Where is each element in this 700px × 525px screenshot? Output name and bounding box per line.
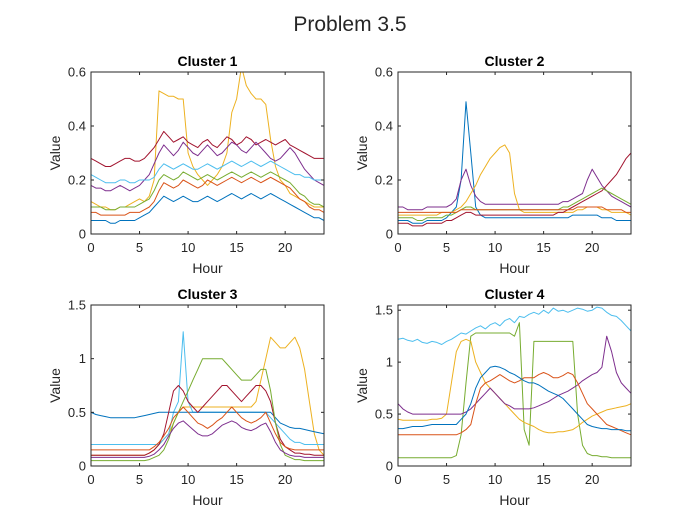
series-line-2 [91, 130, 324, 167]
x-tick-label: 15 [229, 240, 243, 255]
y-tick-label: 1 [79, 351, 86, 366]
x-tick-label: 0 [394, 472, 401, 487]
x-tick-label: 20 [585, 472, 599, 487]
y-tick-label: 0 [386, 227, 393, 242]
y-tick-label: 0.2 [68, 173, 86, 188]
y-axis-label: Value [354, 368, 370, 403]
cluster-1-panel: 0 5 10 15 20 0 0.2 0.4 0.6 Cluster 1 Hour Value [47, 53, 325, 276]
plot-area [398, 305, 631, 466]
x-tick-label: 20 [278, 472, 292, 487]
y-tick-label: 0.5 [375, 407, 393, 422]
series-line-5 [91, 176, 324, 216]
x-axis-label: Hour [192, 492, 223, 508]
x-tick-label: 10 [488, 240, 502, 255]
x-tick-label: 20 [585, 240, 599, 255]
series-line-2 [398, 168, 631, 211]
series-group [91, 331, 324, 462]
series-line-4 [398, 152, 631, 227]
y-tick-label: 0.4 [68, 119, 86, 134]
axes-box [397, 304, 632, 467]
cluster-3-panel: 0 5 10 15 20 0 0.5 1 1.5 Cluster 3 Hour Value [47, 286, 325, 508]
x-tick-label: 0 [394, 240, 401, 255]
x-tick-label: 10 [181, 240, 195, 255]
y-tick-label: 0 [386, 459, 393, 474]
series-line-6 [91, 406, 324, 451]
x-tick-label: 0 [87, 240, 94, 255]
y-axis-label: Value [354, 135, 370, 170]
series-line-3 [91, 411, 324, 435]
axes-box [397, 71, 632, 235]
cluster-2-title: Cluster 2 [485, 53, 545, 69]
x-tick-label: 10 [181, 472, 195, 487]
y-tick-label: 1 [386, 355, 393, 370]
series-line-7 [91, 420, 324, 458]
series-line-1 [398, 306, 631, 345]
series-line-4 [91, 193, 324, 224]
series-line-1 [398, 101, 631, 224]
y-axis-label: Value [47, 135, 63, 170]
axes-box [90, 71, 325, 235]
x-tick-label: 15 [536, 472, 550, 487]
y-axis-label: Value [47, 368, 63, 403]
cluster-2-panel: 0 5 10 15 20 0 0.2 0.4 0.6 Cluster 2 Hour Value [354, 53, 632, 276]
series-group [91, 72, 324, 224]
plot-area [91, 305, 324, 466]
series-line-3 [398, 338, 631, 434]
x-axis-label: Hour [499, 260, 530, 276]
x-tick-label: 5 [443, 240, 450, 255]
x-tick-label: 5 [136, 472, 143, 487]
x-tick-label: 5 [443, 472, 450, 487]
x-tick-label: 0 [87, 472, 94, 487]
y-tick-label: 0 [79, 227, 86, 242]
y-tick-label: 0.6 [68, 65, 86, 80]
series-line-2 [398, 322, 631, 459]
x-tick-label: 10 [488, 472, 502, 487]
series-line-6 [398, 206, 631, 213]
y-tick-label: 0.6 [375, 65, 393, 80]
y-tick-label: 1.5 [375, 303, 393, 318]
y-tick-label: 1.5 [68, 298, 86, 313]
series-line-5 [91, 358, 324, 462]
series-line-4 [398, 335, 631, 415]
series-line-7 [91, 160, 324, 184]
cluster-3-title: Cluster 3 [178, 286, 238, 302]
cluster-4-panel: 0 5 10 15 20 0 0.5 1 1.5 Cluster 4 Hour Value [354, 286, 632, 508]
y-tick-label: 0.4 [375, 119, 393, 134]
axes-box [90, 304, 325, 467]
x-axis-label: Hour [192, 260, 223, 276]
y-tick-label: 0.5 [68, 405, 86, 420]
series-line-6 [91, 171, 324, 211]
plot-area [91, 72, 324, 234]
x-tick-label: 5 [136, 240, 143, 255]
y-tick-label: 0.2 [375, 173, 393, 188]
x-tick-label: 15 [229, 472, 243, 487]
series-line-5 [398, 372, 631, 436]
y-tick-label: 0 [79, 459, 86, 474]
x-axis-label: Hour [499, 492, 530, 508]
x-tick-label: 20 [278, 240, 292, 255]
series-line-3 [91, 141, 324, 192]
x-tick-label: 15 [536, 240, 550, 255]
series-group [398, 101, 631, 227]
series-line-6 [398, 365, 631, 432]
cluster-4-title: Cluster 4 [485, 286, 545, 302]
series-group [398, 306, 631, 459]
figure-title: Problem 3.5 [293, 13, 406, 36]
cluster-1-title: Cluster 1 [178, 53, 238, 69]
